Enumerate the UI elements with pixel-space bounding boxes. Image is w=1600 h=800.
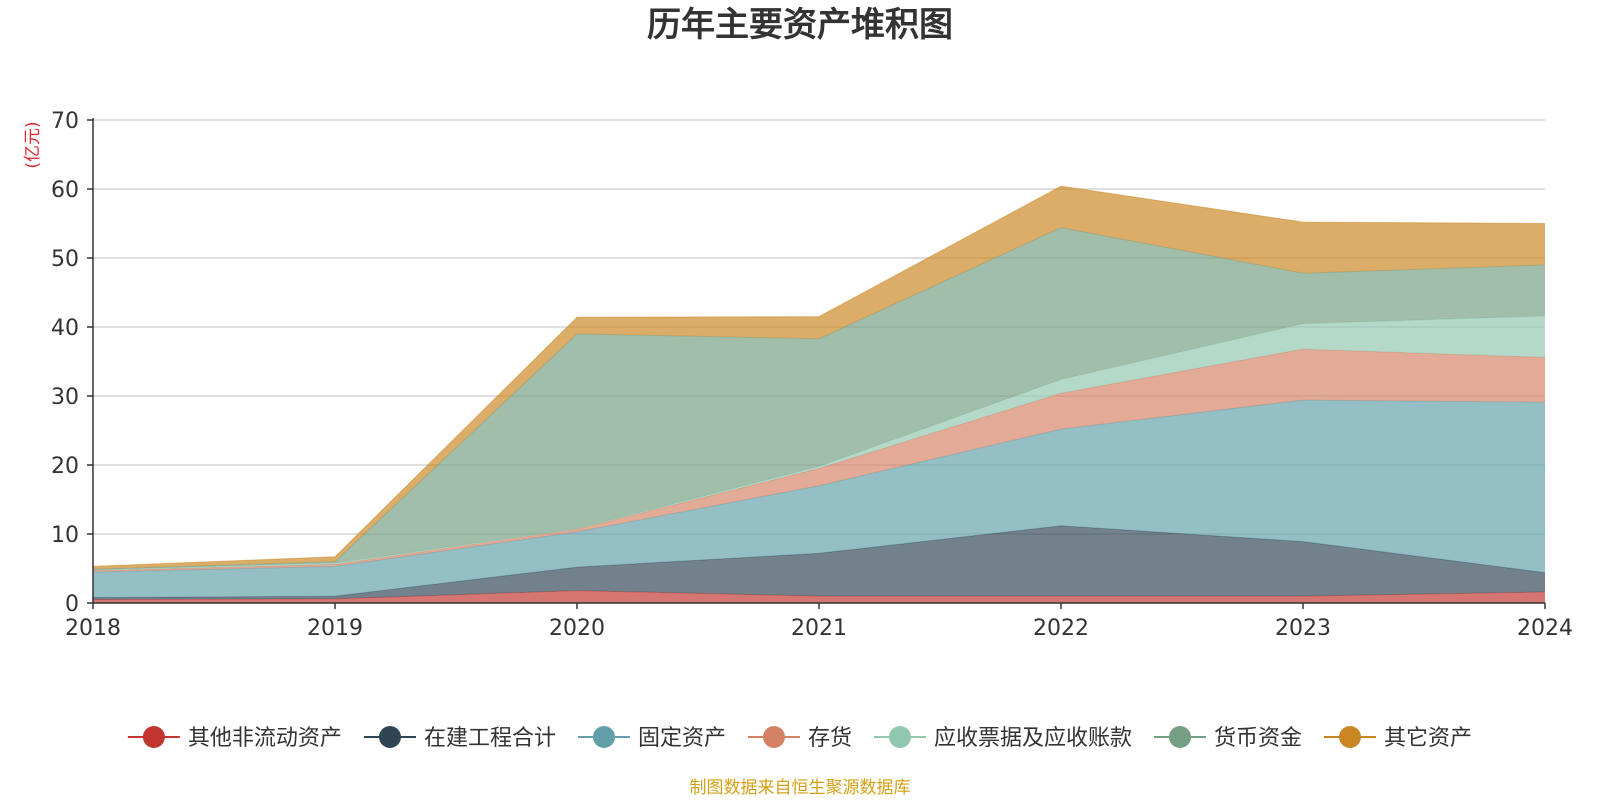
chart-title: 历年主要资产堆积图	[647, 5, 953, 45]
x-tick-label: 2023	[1275, 616, 1331, 641]
x-tick-label: 2022	[1033, 616, 1089, 641]
legend-label: 其他非流动资产	[188, 726, 342, 751]
axes: 0 10 20 30 40 50 60 70 2018 2019 2020 2021 2022 2023 2…	[51, 109, 1573, 641]
legend-item-1[interactable]: 在建工程合计	[364, 726, 556, 751]
area-series	[92, 185, 1546, 603]
area-series-5	[93, 227, 1545, 570]
legend-dot-marker	[1339, 726, 1361, 748]
legend-item-6[interactable]: 其它资产	[1324, 726, 1472, 751]
x-tick-label: 2021	[791, 616, 847, 641]
legend-dot-marker	[142, 726, 165, 748]
legend-item-2[interactable]: 固定资产	[578, 726, 726, 751]
data-source-label: 制图数据来自恒生聚源数据库	[690, 778, 911, 798]
y-tick-label: 10	[51, 523, 79, 548]
legend-item-0[interactable]: 其他非流动资产	[127, 726, 342, 751]
y-tick-label: 30	[51, 385, 79, 410]
legend-item-3[interactable]: 存货	[748, 726, 852, 751]
x-tick-label: 2019	[307, 616, 363, 641]
legend-dot-marker	[379, 726, 401, 748]
y-tick-label: 50	[51, 247, 79, 272]
legend-label: 其它资产	[1384, 726, 1472, 751]
x-tick-label: 2020	[549, 616, 605, 641]
area-series-3	[93, 349, 1545, 572]
legend-dot-marker	[593, 726, 615, 748]
y-tick-label: 20	[51, 454, 79, 479]
legend[interactable]: 其他非流动资产 在建工程合计 固定资产 存货 应收票据及应收账款 货币资金 其它资产	[127, 726, 1472, 751]
legend-item-5[interactable]: 货币资金	[1154, 726, 1302, 751]
area-series-0	[93, 590, 1545, 603]
x-tick-label: 2024	[1517, 616, 1573, 641]
y-tick-label: 60	[51, 178, 79, 203]
area-series-4	[93, 316, 1545, 571]
legend-label: 固定资产	[638, 726, 726, 751]
area-series-6	[93, 186, 1545, 570]
y-tick-label: 40	[51, 316, 79, 341]
x-tick-label: 2018	[65, 616, 121, 641]
legend-dot-marker	[889, 726, 911, 748]
area-series-1	[93, 525, 1545, 600]
legend-label: 在建工程合计	[424, 726, 556, 751]
legend-dot-marker	[1169, 726, 1191, 748]
legend-label: 货币资金	[1214, 726, 1302, 751]
y-tick-label: 0	[65, 592, 79, 617]
area-series-6-line	[92, 185, 1546, 567]
legend-label: 应收票据及应收账款	[934, 726, 1132, 751]
legend-dot-marker	[763, 726, 785, 748]
area-series-2	[93, 400, 1545, 598]
legend-label: 存货	[808, 726, 852, 751]
y-tick-label: 70	[51, 109, 79, 134]
y-axis-unit-label: (亿元)	[23, 121, 43, 168]
legend-item-4[interactable]: 应收票据及应收账款	[874, 726, 1132, 751]
